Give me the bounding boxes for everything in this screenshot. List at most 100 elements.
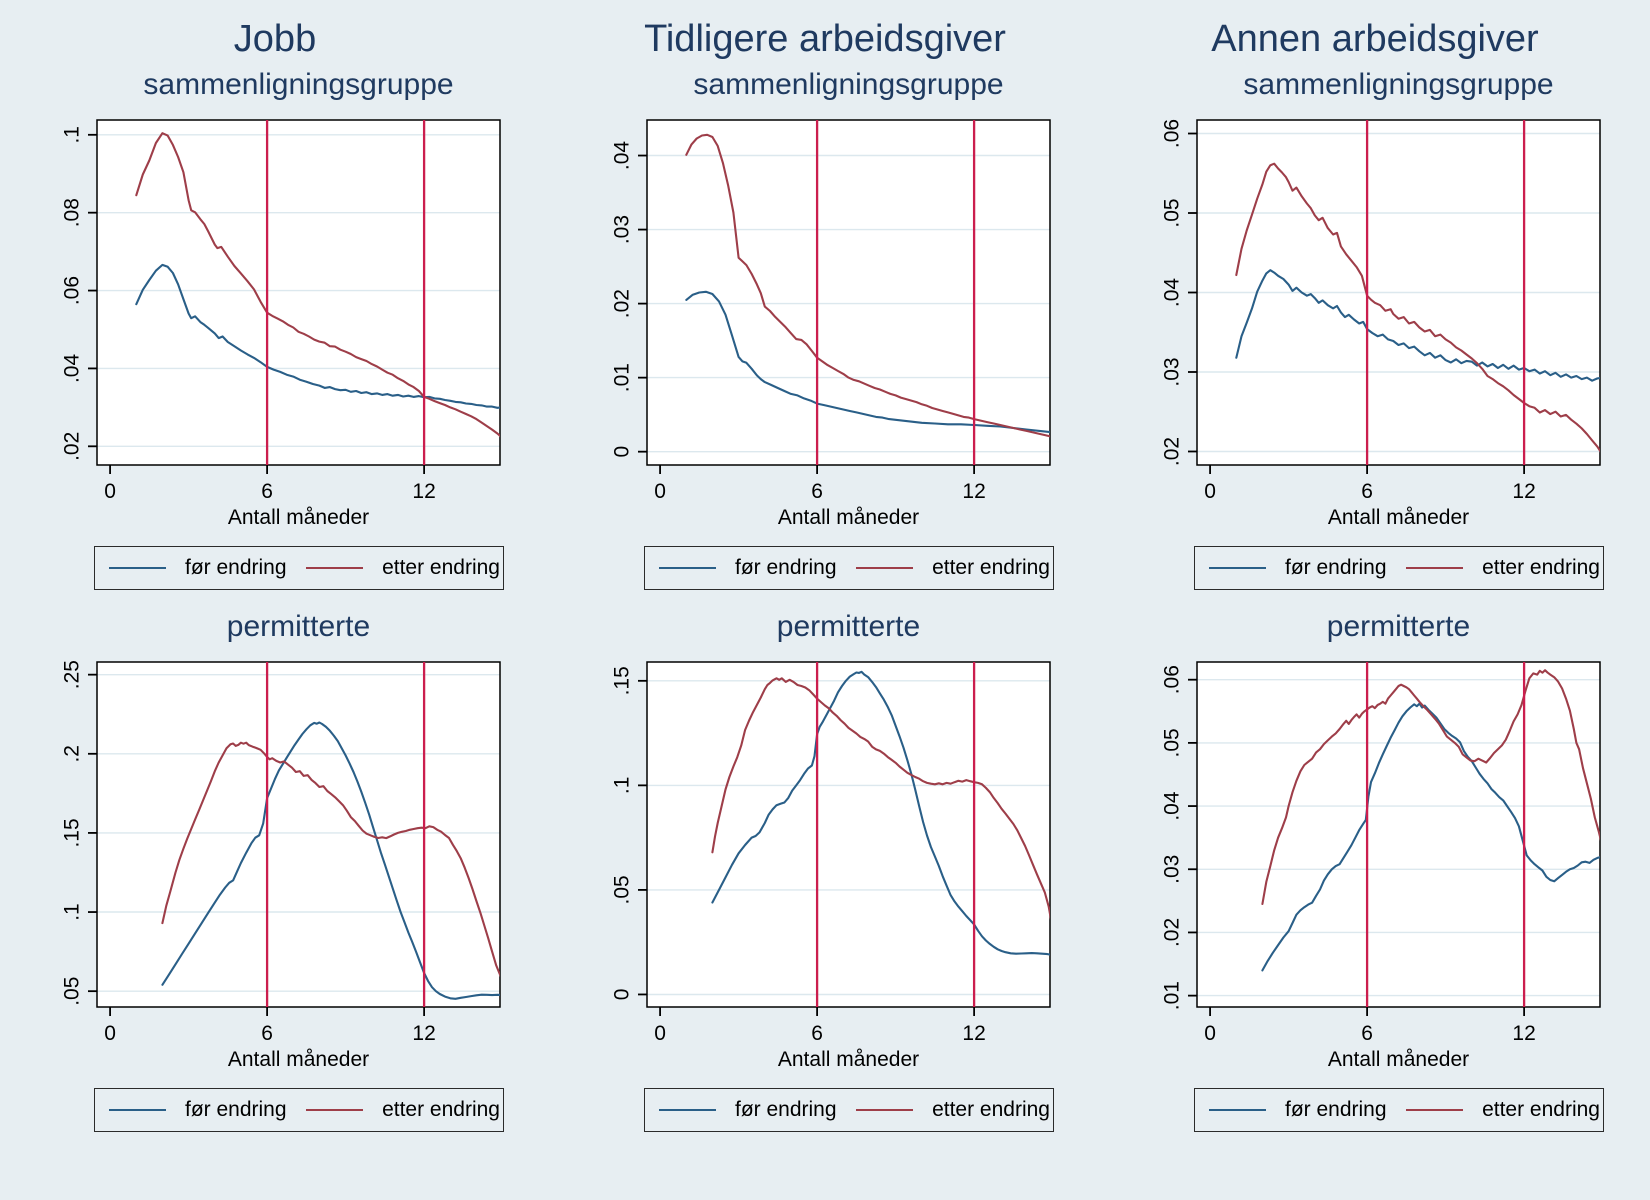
legend-box: før endring etter endring: [1194, 546, 1604, 590]
legend-line-swatch-red: [856, 566, 914, 570]
y-tick-label: .25: [61, 660, 84, 689]
y-tick-label: .15: [61, 818, 84, 847]
y-tick-label: .04: [1161, 791, 1184, 821]
x-tick-label: 0: [104, 1022, 116, 1045]
series-line-red: [711, 677, 1050, 920]
panel-tidligere-sammenligningsgruppe: Tidligere arbeidsgiver sammenligningsgru…: [550, 0, 1100, 590]
legend-line-swatch-blue: [1209, 1108, 1266, 1112]
y-tick-label: .04: [1161, 278, 1184, 308]
line-chart: .05 .1 .15 .2 .25 0 6 12: [61, 660, 501, 1045]
legend-label: etter endring: [932, 1098, 1050, 1121]
legend-label: før endring: [185, 1098, 287, 1121]
panel-annen-sammenligningsgruppe: Annen arbeidsgiver sammenligningsgruppe …: [1100, 0, 1650, 590]
x-tick-label: 12: [962, 480, 985, 503]
x-tick-label: 0: [654, 480, 666, 503]
legend-item-for-endring: før endring: [659, 556, 837, 580]
y-tick-label: .2: [61, 745, 84, 763]
legend-label: før endring: [735, 1098, 837, 1121]
panel-subtitle: permitterte: [776, 610, 921, 643]
series-line-red: [685, 133, 1050, 438]
y-tick-label: .02: [1161, 918, 1184, 947]
x-tick-label: 0: [654, 1022, 666, 1045]
panel-subtitle: sammenligningsgruppe: [143, 68, 454, 101]
panel-annen-permitterte: permitterte .01 .02 .03 .04 .05 .06 0 6 12 Antal…: [1100, 590, 1650, 1132]
legend-label: før endring: [1285, 1098, 1387, 1121]
legend-label: etter endring: [382, 1098, 500, 1121]
x-tick-label: 6: [811, 480, 823, 503]
column-title-tidligere-arbeidsgiver: Tidligere arbeidsgiver: [644, 18, 1006, 60]
y-tick-label: .02: [1161, 437, 1184, 466]
legend-line-swatch-blue: [109, 1108, 166, 1112]
legend-box: før endring etter endring: [1194, 1088, 1604, 1132]
column-title-jobb: Jobb: [233, 18, 317, 60]
y-tick-label: .05: [1161, 198, 1184, 227]
legend-item-etter-endring: etter endring: [1406, 1098, 1600, 1122]
y-tick-label: .05: [1161, 728, 1184, 757]
y-tick-label: .03: [611, 215, 634, 244]
y-tick-label: .06: [1161, 119, 1184, 148]
series-line-red: [161, 741, 500, 978]
x-axis-label: Antall måneder: [1327, 506, 1470, 529]
x-axis-label: Antall måneder: [227, 506, 370, 529]
legend-item-for-endring: før endring: [659, 1098, 837, 1122]
x-tick-label: 12: [1512, 480, 1535, 503]
legend-line-swatch-red: [1406, 1108, 1464, 1112]
y-tick-label: .03: [1161, 357, 1184, 386]
y-tick-label: .15: [611, 666, 634, 695]
plot-area: [97, 662, 500, 1007]
plot-area: [97, 120, 500, 465]
legend-box: før endring etter endring: [94, 1088, 504, 1132]
legend-item-for-endring: før endring: [1209, 556, 1387, 580]
plot-area: [1197, 662, 1600, 1007]
series-line-blue: [1261, 702, 1600, 972]
legend-box: før endring etter endring: [644, 1088, 1054, 1132]
legend-item-for-endring: før endring: [1209, 1098, 1387, 1122]
x-tick-label: 0: [1204, 1022, 1216, 1045]
y-tick-label: .02: [61, 432, 84, 461]
panel-subtitle: sammenligningsgruppe: [1243, 68, 1554, 101]
x-tick-label: 6: [261, 480, 273, 503]
legend-line-swatch-blue: [659, 1108, 716, 1112]
x-tick-label: 12: [412, 1022, 435, 1045]
x-axis-label: Antall måneder: [777, 1048, 920, 1071]
legend-line-swatch-blue: [109, 566, 166, 570]
y-tick-label: .01: [1161, 981, 1184, 1010]
series-line-red: [135, 132, 500, 438]
x-tick-label: 12: [1512, 1022, 1535, 1045]
plot-area: [647, 662, 1050, 1007]
plot-frame: [646, 119, 1051, 466]
series-line-blue: [1235, 269, 1600, 382]
legend-label: etter endring: [382, 556, 500, 579]
series-line-red: [1235, 162, 1600, 453]
panel-jobb-sammenligningsgruppe: Jobb sammenligningsgruppe .02 .04 .06 .08 .1…: [0, 0, 550, 590]
legend-item-for-endring: før endring: [109, 1098, 287, 1122]
x-tick-label: 6: [1361, 1022, 1373, 1045]
panel-subtitle: sammenligningsgruppe: [693, 68, 1004, 101]
plot-frame: [96, 661, 501, 1008]
legend-item-etter-endring: etter endring: [856, 1098, 1050, 1122]
x-tick-label: 0: [104, 480, 116, 503]
panel-subtitle: permitterte: [226, 610, 371, 643]
legend-item-etter-endring: etter endring: [856, 556, 1050, 580]
legend-item-etter-endring: etter endring: [306, 556, 500, 580]
plot-area: [647, 120, 1050, 465]
y-tick-label: 0: [611, 989, 634, 1001]
legend-line-swatch-red: [856, 1108, 914, 1112]
line-chart: .01 .02 .03 .04 .05 .06 0 6 12: [1161, 661, 1601, 1045]
legend-item-etter-endring: etter endring: [1406, 556, 1600, 580]
y-tick-label: .06: [61, 276, 84, 305]
line-chart: .02 .03 .04 .05 .06 0 6 12: [1161, 119, 1601, 503]
x-axis-label: Antall måneder: [1327, 1048, 1470, 1071]
y-tick-label: .1: [611, 777, 634, 795]
legend-label: etter endring: [1482, 556, 1600, 579]
legend-label: etter endring: [1482, 1098, 1600, 1121]
x-tick-label: 12: [412, 480, 435, 503]
panel-jobb-permitterte: permitterte .05 .1 .15 .2 .25 0 6 12 Antall mån…: [0, 590, 550, 1132]
x-tick-label: 6: [1361, 480, 1373, 503]
series-line-red: [1261, 669, 1600, 906]
y-tick-label: .04: [611, 141, 634, 171]
y-tick-label: .06: [1161, 665, 1184, 694]
y-tick-label: .02: [611, 289, 634, 318]
legend-label: etter endring: [932, 556, 1050, 579]
